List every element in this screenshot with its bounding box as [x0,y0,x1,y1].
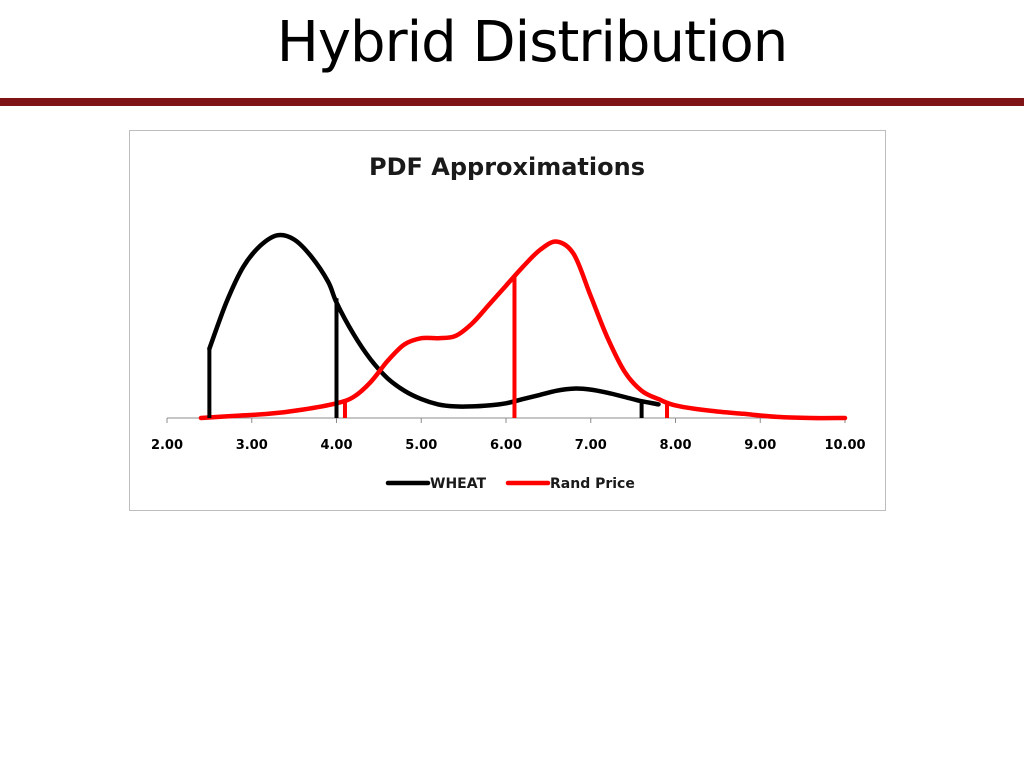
title-divider [0,98,1024,106]
rand-price-series-line [198,239,848,421]
x-tick-label: 2.00 [151,438,183,453]
slide-title: Hybrid Distribution [276,10,788,75]
legend-label-wheat: WHEAT [430,476,486,492]
x-tick-label: 8.00 [659,438,691,453]
legend: WHEAT Rand Price [385,476,635,492]
marker-layer [207,275,670,418]
chart-title: PDF Approximations [369,153,645,181]
series-layer [198,232,848,421]
x-axis: 2.00 3.00 4.00 5.00 6.00 7.00 8.00 9.00 10.00 [151,417,866,453]
wheat-series-line [207,232,661,409]
pdf-chart: PDF Approximations 2.00 3.00 4.00 5.00 6.00 7… [151,153,866,492]
x-tick-label: 4.00 [320,438,352,453]
x-tick-label: 5.00 [405,438,437,453]
legend-label-rand-price: Rand Price [550,476,635,492]
x-tick-label: 7.00 [575,438,607,453]
chart-frame: PDF Approximations 2.00 3.00 4.00 5.00 6.00 7… [129,130,886,511]
x-tick-label: 6.00 [490,438,522,453]
x-tick-label: 10.00 [824,438,865,453]
x-tick-label: 3.00 [236,438,268,453]
x-tick-label: 9.00 [744,438,776,453]
